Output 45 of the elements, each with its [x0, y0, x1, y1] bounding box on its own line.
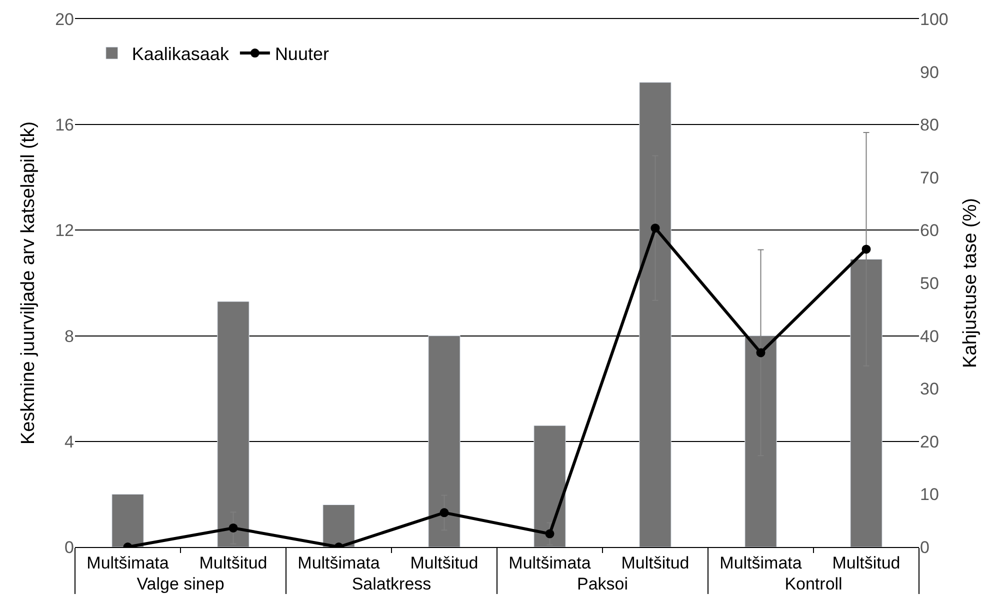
y-tick-label: 12 [55, 221, 74, 240]
category-label: Paksoi [576, 574, 628, 594]
category-label: Multšitud [199, 553, 268, 572]
point [862, 244, 871, 254]
category-label: Salatkress [352, 574, 432, 594]
y-tick-label: 20 [55, 10, 74, 29]
y-axis-title: Keskmine juurviljade arv katselapil (tk) [18, 121, 39, 445]
y2-tick-label: 100 [920, 10, 948, 29]
bar [639, 82, 672, 547]
category-label: Multšimata [298, 553, 380, 572]
y2-tick-label: 40 [920, 326, 939, 346]
category-label: Multšitud [410, 553, 478, 572]
y2-tick-label: 50 [920, 274, 939, 293]
legend-label: Kaalikasaak [132, 44, 230, 64]
bar [112, 494, 144, 547]
y2-tick-label: 60 [920, 221, 939, 240]
category-label: Multšimata [508, 553, 591, 572]
bar [534, 425, 566, 547]
bar [322, 504, 355, 547]
category-label: Multšimata [720, 553, 802, 572]
point [440, 508, 449, 518]
category-label: Kontroll [784, 574, 842, 594]
point [650, 224, 660, 233]
y2-tick-label: 30 [920, 380, 939, 399]
y2-tick-label: 0 [920, 538, 930, 557]
category-label: Multšitud [832, 553, 900, 572]
bar [217, 301, 250, 547]
category-label: Multšimata [86, 553, 169, 572]
y-tick-label: 0 [64, 538, 74, 557]
y2-tick-label: 90 [920, 62, 939, 82]
point [545, 529, 554, 538]
point [228, 523, 238, 532]
y-tick-label: 8 [64, 326, 74, 346]
y2-tick-label: 80 [920, 116, 939, 135]
y2-tick-label: 10 [920, 485, 939, 504]
bar [428, 336, 460, 547]
y2-tick-label: 70 [920, 168, 939, 188]
point [756, 348, 766, 358]
category-label: Multšitud [621, 553, 690, 572]
y2-tick-label: 20 [920, 432, 939, 452]
y-tick-label: 4 [64, 432, 74, 452]
legend-label: Nuuter [274, 44, 329, 64]
y-tick-label: 16 [55, 116, 74, 135]
y2-axis-title: Kahjustuse tase (%) [960, 198, 982, 368]
category-label: Valge sinep [136, 574, 224, 594]
